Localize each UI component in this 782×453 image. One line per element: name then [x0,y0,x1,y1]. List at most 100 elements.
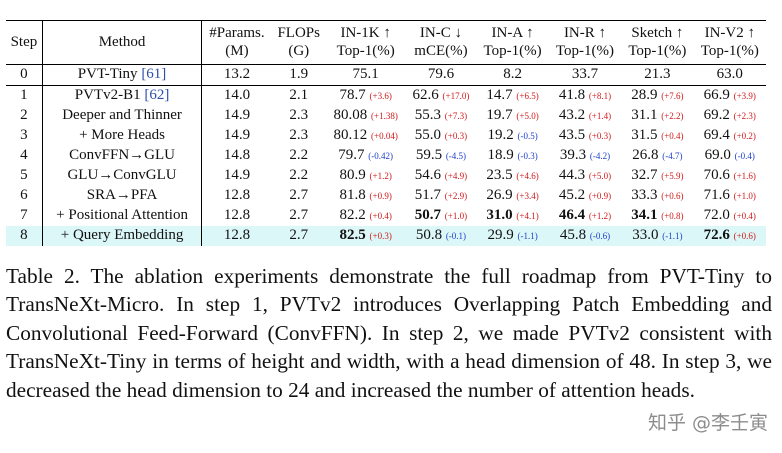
header-text: Top-1(%) [483,43,542,59]
metric-value: 54.6 [414,166,442,183]
metric-value: 33.3 [631,186,658,203]
method-cell: PVT-Tiny [61] [42,64,203,86]
table-row: 3 + More Heads 14.9 2.3 80.12 (+0.04) 55.0 (+… [6,125,766,146]
metric-cell: 50.7 (+1.0) [406,206,477,226]
metric-cell: 43.2 (+1.4) [549,106,621,126]
metric-value: 31.1 [631,106,658,123]
metric-cell: 78.7 (+3.6) [326,85,406,106]
metric-delta: (+0.8) [661,210,684,221]
params-cell: 14.9 [223,107,251,124]
metric-delta: (+0.4) [369,210,392,221]
metric-delta: (+3.4) [516,190,539,201]
metric-delta: (+7.6) [661,90,684,101]
method-cell: ConvFFN→GLU [42,145,203,166]
metric-delta: (+1.38) [371,110,398,121]
params-cell: 12.8 [201,225,272,246]
metric-value: 78.7 [339,86,366,103]
metric-delta: (+1.6) [733,170,756,181]
metric-cell: 82.5 (+0.3) [325,225,406,246]
metric-cell: 80.08 (+1.38) [326,106,406,126]
metric-delta: (+3.6) [369,90,392,101]
metric-cell: 75.1 [325,64,406,86]
metric-value: 18.9 [487,146,514,163]
metric-delta: (+0.04) [371,130,398,141]
table-row: 6 SRA→PFA 12.8 2.7 81.8 (+0.9) 51.7 (+2.9) 26.… [6,185,766,206]
metric-value: 70.6 [703,166,730,183]
method-name: SRA→PFA [86,187,158,204]
metric-delta: (+2.9) [444,190,468,201]
metric-cell: 81.8 (+0.9) [326,186,406,206]
method-name: Deeper and Thinner [62,107,182,124]
step-cell: 4 [6,145,43,166]
method-cell: Deeper and Thinner [42,105,203,126]
metric-value: 44.3 [558,166,586,183]
header-text: Method [98,34,146,50]
header-text: IN-R ↑ [563,25,607,41]
metric-value: 31.0 [486,206,513,223]
metric-delta: (+3.9) [733,90,756,101]
header-text: IN-C ↓ [419,25,462,41]
metric-value: 8.2 [503,66,522,83]
header-text: IN-A ↑ [491,25,534,41]
metric-cell: 51.7 (+2.9) [406,186,477,206]
metric-cell: 18.9 (-0.3) [476,146,548,166]
table-body: 0 PVT-Tiny [61] 13.2 1.9 75.1 79.6 8.2 33.7 21.3… [6,64,766,246]
metric-cell: 80.12 (+0.04) [326,126,406,146]
metric-delta: (-0.6) [589,230,611,241]
header-text: #Params. [209,25,265,41]
metric-cell: 80.9 (+1.2) [326,166,406,186]
method-name: + More Heads [79,127,166,144]
metric-cell: 72.0 (+0.4) [694,206,766,226]
metric-value: 45.8 [559,226,587,243]
method-name: + Positional Attention [56,207,188,224]
metric-cell: 79.7 (-0.42) [326,146,406,166]
metric-delta: (-0.1) [445,230,467,241]
flops-cell: 2.7 [289,207,309,224]
table-row: 0 PVT-Tiny [61] 13.2 1.9 75.1 79.6 8.2 33.7 21.3… [6,64,766,86]
method-cell: SRA→PFA [42,185,203,206]
metric-value: 80.12 [333,126,368,143]
metric-value: 75.1 [352,66,379,83]
metric-cell: 34.1 (+0.8) [621,206,693,226]
header-cell: IN-C ↓ mCE(%) [405,20,477,65]
metric-value: 66.9 [703,86,730,103]
metric-value: 32.7 [631,166,658,183]
metric-value: 19.7 [486,106,513,123]
header-text: Step [10,34,38,50]
params-cell: 14.9 [223,127,251,144]
metric-value: 62.6 [412,86,439,103]
metric-delta: (+0.6) [661,190,684,201]
params-cell: 14.8 [223,147,251,164]
metric-value: 14.7 [486,86,513,103]
caption: Table 2. The ablation experiments demons… [6,264,772,402]
metric-cell: 69.2 (+2.3) [694,106,766,126]
metric-delta: (+1.2) [588,210,612,221]
step-cell: 7 [6,205,43,226]
metric-delta: (+8.1) [588,90,612,101]
metric-cell: 31.0 (+4.1) [476,206,548,226]
metric-value: 69.0 [704,146,731,163]
metric-delta: (+5.0) [588,170,612,181]
metric-cell: 66.9 (+3.9) [694,85,766,106]
method-cell: GLU→ConvGLU [42,165,203,186]
metric-cell: 29.9 (-1.1) [476,225,549,246]
flops-cell: 2.7 [271,225,326,246]
metric-cell: 31.5 (+0.4) [621,126,693,146]
table-row: 2 Deeper and Thinner 14.9 2.3 80.08 (+1.38) 5… [6,105,766,126]
table-row: 1 PVTv2-B1 [62] 14.0 2.1 78.7 (+3.6) 62.6 (+1… [6,85,766,106]
metric-delta: (-4.5) [445,150,467,161]
metric-cell: 82.2 (+0.4) [326,206,406,226]
params-cell: 14.9 [223,167,251,184]
metric-cell: 45.2 (+0.9) [549,186,621,206]
table-head: Step Method #Params. (M) FLOPs (G) IN-1K ↑ Top-… [6,20,766,65]
metric-value: 29.9 [487,226,514,243]
header-text: Top-1(%) [555,43,615,59]
step-cell: 3 [6,125,43,146]
metric-cell: 26.9 (+3.4) [476,186,548,206]
metric-cell: 41.8 (+8.1) [549,85,621,106]
metric-value: 45.2 [558,186,586,203]
header-cell: IN-A ↑ Top-1(%) [476,20,549,65]
metric-value: 28.9 [631,86,658,103]
metric-value: 71.6 [703,186,730,203]
step-cell: 1 [6,85,43,106]
